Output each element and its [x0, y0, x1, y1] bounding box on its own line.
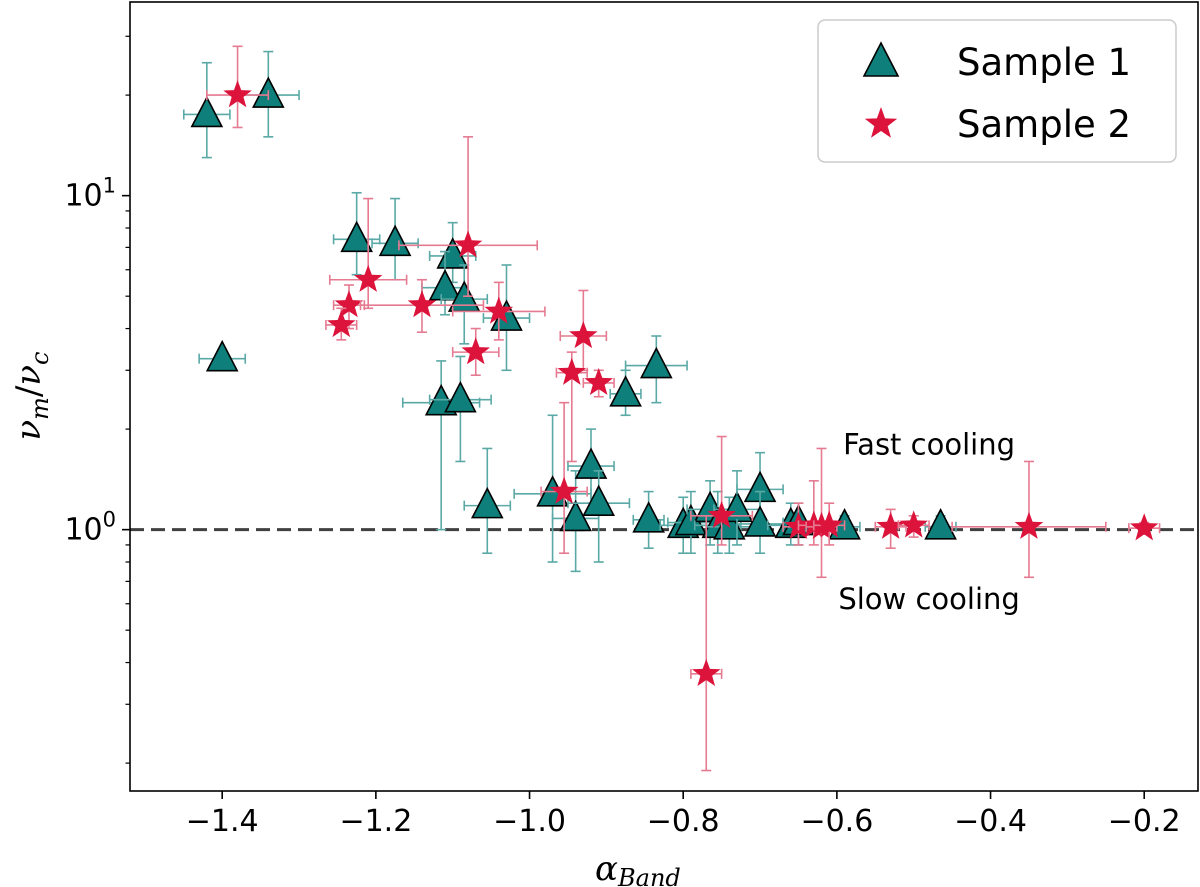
- legend-marker-sample-1: [862, 41, 900, 77]
- data-point-star: [569, 321, 598, 349]
- annotation-fast-cooling: Fast cooling: [843, 427, 1015, 461]
- data-point-star: [814, 510, 844, 538]
- x-tick-label: −0.4: [954, 804, 1027, 839]
- data-point-star: [549, 476, 579, 504]
- data-point-star: [461, 337, 491, 365]
- x-axis-label-subscript: Band: [617, 864, 681, 887]
- data-point-star: [557, 357, 587, 385]
- x-axis-label-main: α: [595, 849, 618, 887]
- x-tick-label: −0.2: [1108, 804, 1181, 839]
- y-label-sub-c: c: [26, 351, 54, 364]
- data-point-star: [1129, 513, 1159, 541]
- series-2: [206, 45, 1161, 772]
- data-point-star: [484, 296, 514, 324]
- data-point-star: [899, 510, 928, 538]
- data-point-star: [453, 230, 483, 258]
- x-tick-label: −0.6: [800, 804, 873, 839]
- y-label-slash: /: [9, 385, 49, 397]
- data-point-triangle: [640, 346, 673, 379]
- y-label-sub-m: m: [26, 397, 54, 420]
- legend: Sample 1 Sample 2: [817, 19, 1177, 163]
- data-point-star: [876, 511, 905, 539]
- plot-area: [130, 45, 1198, 772]
- plot-frame: [129, 1, 1199, 792]
- y-axis-label: νm/νc: [9, 351, 54, 440]
- data-point-triangle: [205, 339, 239, 372]
- data-point-star: [353, 264, 383, 292]
- x-tick-label: −1.2: [339, 804, 412, 839]
- x-tick-label: −1.4: [186, 804, 259, 839]
- x-axis-label: α Band: [595, 849, 681, 887]
- data-point-triangle: [632, 501, 665, 533]
- data-point-triangle: [190, 95, 224, 128]
- legend-box: [817, 19, 1177, 163]
- data-point-star: [327, 309, 356, 338]
- data-point-star: [691, 658, 721, 686]
- legend-label-sample-2: Sample 2: [957, 103, 1131, 146]
- x-tick-label: −0.8: [647, 804, 720, 839]
- y-tick-label: 100: [64, 508, 116, 548]
- data-point-triangle: [340, 220, 373, 253]
- data-point-triangle: [444, 380, 477, 413]
- error-bar: [690, 435, 754, 546]
- axes: −1.4 −1.2 −1.0 −0.8 −0.6 −0.4 −0.2 100 101: [64, 35, 1181, 839]
- legend-label-sample-1: Sample 1: [957, 41, 1131, 84]
- data-point-triangle: [609, 375, 642, 407]
- data-point-star: [584, 367, 613, 396]
- data-point-triangle: [470, 486, 504, 519]
- data-point-star: [334, 290, 364, 318]
- y-tick-label: 101: [64, 174, 116, 214]
- data-point-star: [407, 290, 437, 318]
- data-point-triangle: [378, 224, 412, 257]
- data-point-triangle: [582, 484, 616, 516]
- legend-marker-sample-2: [864, 107, 898, 138]
- y-label-nu-c: ν: [9, 365, 49, 386]
- annotation-slow-cooling: Slow cooling: [838, 582, 1019, 616]
- x-tick-label: −1.0: [493, 804, 566, 839]
- data-point-star: [707, 500, 736, 528]
- data-point-star: [1014, 511, 1044, 539]
- data-point-star: [223, 80, 252, 108]
- y-label-nu-m: ν: [9, 420, 49, 441]
- data-point-triangle: [924, 508, 957, 540]
